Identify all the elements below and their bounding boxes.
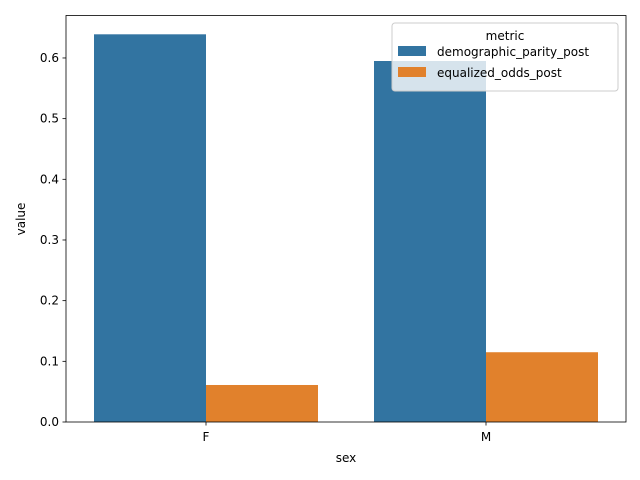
bar-F-equalized_odds_post [206, 384, 318, 422]
legend-swatch-demographic_parity_post [398, 46, 426, 56]
legend-label-demographic_parity_post: demographic_parity_post [437, 45, 589, 59]
x-tick-label: F [203, 430, 210, 444]
bars-layer [94, 34, 598, 423]
bar-M-demographic_parity_post [374, 61, 486, 423]
y-tick-label: 0.6 [40, 51, 59, 65]
y-tick-label: 0.4 [40, 172, 59, 186]
plot-frame [65, 15, 627, 423]
y-tick-label: 0.0 [40, 415, 59, 429]
legend: metric demographic_parity_post equalized_… [391, 22, 619, 92]
bar-F-demographic_parity_post [94, 34, 206, 423]
y-tick-label: 0.5 [40, 112, 59, 126]
y-axis-label: value [14, 203, 28, 236]
y-axis: 0.0 0.1 0.2 0.3 0.4 0.5 0.6 [40, 51, 66, 429]
legend-box [391, 22, 619, 92]
y-tick-label: 0.2 [40, 294, 59, 308]
y-tick-label: 0.1 [40, 354, 59, 368]
x-axis-label: sex [336, 451, 357, 465]
legend-title: metric [486, 29, 525, 43]
x-tick-label: M [481, 430, 491, 444]
legend-items: demographic_parity_post equalized_odds_po… [398, 45, 589, 80]
legend-swatch-equalized_odds_post [398, 67, 426, 77]
y-tick-label: 0.3 [40, 233, 59, 247]
legend-label-equalized_odds_post: equalized_odds_post [437, 66, 562, 80]
bar-M-equalized_odds_post [486, 352, 598, 422]
